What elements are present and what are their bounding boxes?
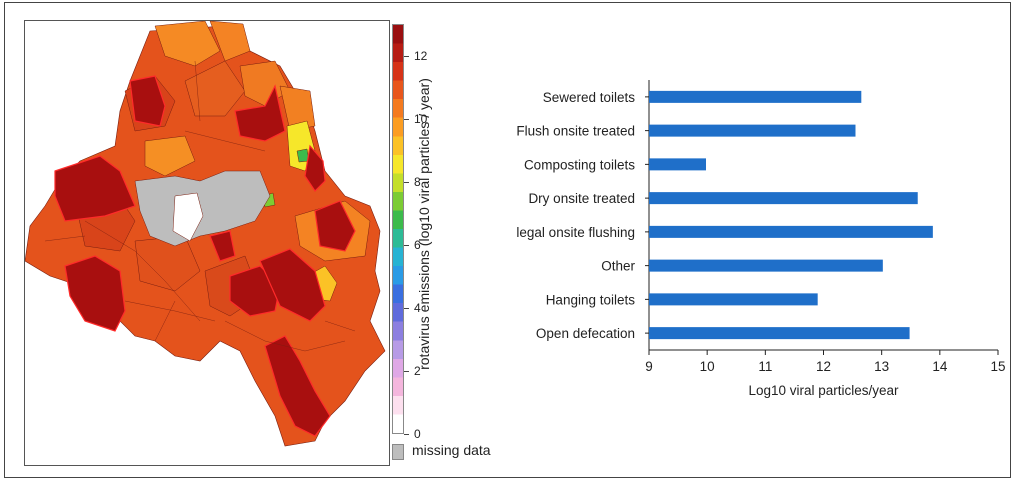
bar-chart: Sewered toilets Flush onsite treated Compo… <box>516 80 1005 398</box>
legend-tick-label: 4 <box>414 300 421 315</box>
legend-tick-label: 12 <box>414 48 428 63</box>
x-tick-label: 11 <box>758 359 772 374</box>
legend-tick-label: 0 <box>414 427 421 441</box>
legend-tick-mark <box>404 181 409 183</box>
y-tick-label: Flush onsite treated <box>516 124 635 139</box>
district-darkred <box>314 200 356 252</box>
bar <box>649 327 910 340</box>
district-missing <box>134 170 271 247</box>
legend-tick-mark <box>404 55 409 57</box>
legend-tick-mark <box>404 370 409 372</box>
legend-tick-mark <box>404 307 409 309</box>
y-tick-label: Composting toilets <box>524 157 635 172</box>
legend-title: rotavirus emissions (log10 viral particl… <box>416 78 432 370</box>
legend-tick-label: 8 <box>414 174 421 189</box>
district <box>184 60 246 117</box>
y-tick-label: Other <box>601 259 635 274</box>
legend-tick-label: 2 <box>414 363 421 378</box>
bar <box>649 90 862 103</box>
x-tick-label: 13 <box>874 359 889 374</box>
choropleth-map <box>24 20 386 447</box>
district-darkred <box>234 84 286 142</box>
bar <box>649 124 856 137</box>
x-tick-label: 15 <box>990 359 1005 374</box>
district-darkred <box>304 144 326 192</box>
district-missing-white <box>172 192 204 242</box>
x-tick-label: 9 <box>645 359 653 374</box>
legend-tick-mark <box>404 118 409 120</box>
legend-tick-label: 6 <box>414 237 421 252</box>
district <box>279 85 316 132</box>
district <box>144 135 196 177</box>
district <box>209 20 251 62</box>
legend-color-bar <box>392 24 404 434</box>
district-borders <box>44 60 356 352</box>
district-darkred <box>209 230 236 262</box>
y-tick-label: Hanging toilets <box>546 292 636 307</box>
x-tick-label: 10 <box>700 359 715 374</box>
district-darkred <box>259 248 326 322</box>
legend-tick-mark <box>404 434 409 435</box>
y-tick-label: Dry onsite treated <box>528 191 635 206</box>
district-darkred <box>129 75 166 127</box>
missing-data-label: missing data <box>412 442 491 458</box>
bar <box>649 259 883 272</box>
color-legend: 0 2 4 6 8 10 12 rotavirus emissions (log10 vir… <box>392 24 502 464</box>
y-tick-label: legal onsite flushing <box>516 225 635 240</box>
legend-tick-label: 10 <box>414 111 428 126</box>
bar <box>649 192 918 205</box>
district-darkred <box>264 335 331 437</box>
missing-data-swatch <box>392 444 404 460</box>
bar <box>649 225 933 238</box>
district <box>154 20 221 67</box>
y-tick-label: Open defecation <box>536 326 635 341</box>
x-tick-label: 12 <box>816 359 831 374</box>
x-tick-label: 14 <box>932 359 948 374</box>
district-darkred <box>64 255 126 332</box>
map-panel <box>24 20 390 466</box>
x-axis-label: Log10 viral particles/year <box>748 383 899 398</box>
y-tick-label: Sewered toilets <box>543 90 636 105</box>
figure-frame <box>4 2 1011 478</box>
district-darkred <box>54 155 136 222</box>
legend-tick-mark <box>404 244 409 246</box>
bar <box>649 158 707 171</box>
bar <box>649 293 818 306</box>
